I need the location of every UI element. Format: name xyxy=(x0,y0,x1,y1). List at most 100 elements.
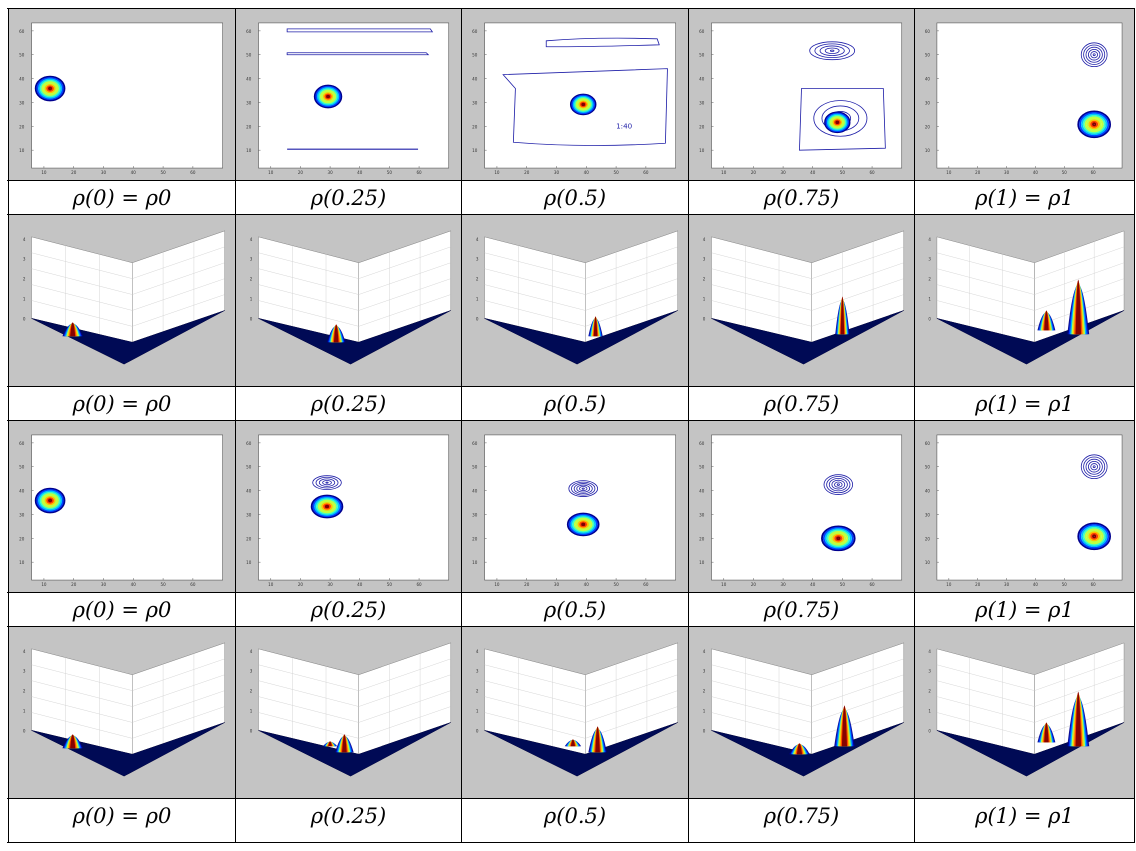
y-tick-label: 40 xyxy=(19,489,25,494)
contour-line xyxy=(579,486,588,492)
contour-line xyxy=(1085,46,1103,63)
contour-plot: 60 50 40 30 20 10 10 20 30 40 50 60 xyxy=(236,9,461,180)
z-tick-label: 2 xyxy=(250,689,253,694)
axes-box xyxy=(936,434,1123,581)
z-tick-label: 1 xyxy=(928,297,931,302)
contour-line xyxy=(826,476,851,494)
contour-line xyxy=(1079,523,1110,549)
x-tick-label: 50 xyxy=(840,582,846,587)
y-tick-label: 50 xyxy=(699,53,705,58)
z-tick-label: 3 xyxy=(23,669,26,674)
axes-wall xyxy=(484,648,586,755)
axes-wall xyxy=(132,230,225,343)
z-tick-label: 0 xyxy=(250,316,253,321)
contour-line xyxy=(831,479,846,490)
contour-blob xyxy=(1077,110,1112,139)
z-tick-label: 3 xyxy=(928,257,931,262)
contour-svg: 60 50 40 30 20 10 10 20 30 40 50 60 xyxy=(246,22,450,175)
contour-line xyxy=(578,100,588,109)
z-tick-label: 0 xyxy=(476,316,479,321)
surface-peak xyxy=(335,734,354,753)
surface-peak xyxy=(327,324,346,343)
contour-line xyxy=(286,28,434,33)
y-tick-label: 10 xyxy=(699,560,705,565)
contour-line xyxy=(579,521,588,528)
x-tick-label: 10 xyxy=(946,170,952,175)
axes-wall xyxy=(936,236,1035,343)
table-rule xyxy=(7,626,1135,627)
contour-line xyxy=(319,89,337,104)
y-tick-label: 40 xyxy=(472,489,478,494)
y-tick-label: 10 xyxy=(246,560,252,565)
x-tick-label: 40 xyxy=(1033,582,1039,587)
x-tick-label: 10 xyxy=(41,582,47,587)
contour-line xyxy=(819,45,845,56)
surface-floor xyxy=(936,722,1125,777)
y-tick-label: 10 xyxy=(19,148,25,153)
x-tick-label: 40 xyxy=(1033,170,1039,175)
plot-caption: ρ(0) = ρ0 xyxy=(72,186,172,210)
z-tick-label: 3 xyxy=(250,669,253,674)
contour-line xyxy=(1082,114,1106,134)
contour-line xyxy=(831,117,844,128)
y-tick-label: 40 xyxy=(246,489,252,494)
contour-line xyxy=(312,475,342,490)
x-tick-label: 40 xyxy=(584,170,590,175)
contour-line xyxy=(1079,111,1110,137)
contour-blob xyxy=(809,41,856,61)
plot-caption: ρ(0.75) xyxy=(763,804,840,828)
table-rule xyxy=(7,386,1135,387)
contour-line xyxy=(571,94,596,115)
x-tick-label: 50 xyxy=(387,170,393,175)
contour-line xyxy=(579,101,587,108)
z-tick-label: 2 xyxy=(703,277,706,282)
surface-plot: 4 3 2 1 0 xyxy=(236,627,461,798)
surface-peak xyxy=(1037,722,1056,743)
z-tick-label: 1 xyxy=(703,709,706,714)
contour-line xyxy=(576,484,591,493)
contour-svg: 60 50 40 30 20 10 10 20 30 40 50 60 1:40 xyxy=(472,22,676,175)
contour-line xyxy=(1090,532,1099,540)
y-tick-label: 10 xyxy=(925,148,931,153)
contour-blob xyxy=(821,525,856,552)
y-tick-label: 30 xyxy=(19,101,25,106)
contour-line xyxy=(36,77,64,100)
x-tick-label: 30 xyxy=(554,170,560,175)
y-tick-label: 20 xyxy=(699,124,705,129)
contour-line xyxy=(824,528,852,549)
contour-line xyxy=(581,102,586,107)
x-tick-label: 50 xyxy=(1062,582,1068,587)
surface-plot: 4 3 2 1 0 xyxy=(462,215,688,386)
contour-line xyxy=(313,84,343,109)
axes-box xyxy=(711,434,903,581)
z-tick-label: 0 xyxy=(476,728,479,733)
x-tick-label: 30 xyxy=(101,170,107,175)
contour-line xyxy=(828,530,849,546)
y-tick-label: 30 xyxy=(472,513,478,518)
x-tick-label: 30 xyxy=(101,582,107,587)
contour-blob xyxy=(566,512,600,537)
surface-svg: 4 3 2 1 0 xyxy=(928,230,1125,365)
contour-line xyxy=(826,113,848,131)
contour-line xyxy=(324,93,332,100)
contour-line xyxy=(319,500,335,513)
surface-peak xyxy=(1037,310,1056,331)
y-tick-label: 50 xyxy=(925,465,931,470)
x-tick-label: 50 xyxy=(1062,170,1068,175)
contour-line xyxy=(1092,465,1096,469)
x-tick-label: 50 xyxy=(613,170,619,175)
contour-line xyxy=(1077,110,1112,139)
contour-line xyxy=(1092,122,1097,127)
x-tick-label: 40 xyxy=(810,170,816,175)
contour-line xyxy=(570,515,597,534)
table-rule xyxy=(7,592,1135,593)
contour-line xyxy=(1087,460,1101,473)
contour-line xyxy=(829,49,835,52)
surface-svg: 4 3 2 1 0 xyxy=(476,642,678,777)
surface-peak xyxy=(62,322,83,337)
y-tick-label: 50 xyxy=(699,465,705,470)
x-tick-label: 60 xyxy=(416,582,422,587)
contour-blob xyxy=(34,75,66,102)
contour-line xyxy=(1092,53,1096,57)
